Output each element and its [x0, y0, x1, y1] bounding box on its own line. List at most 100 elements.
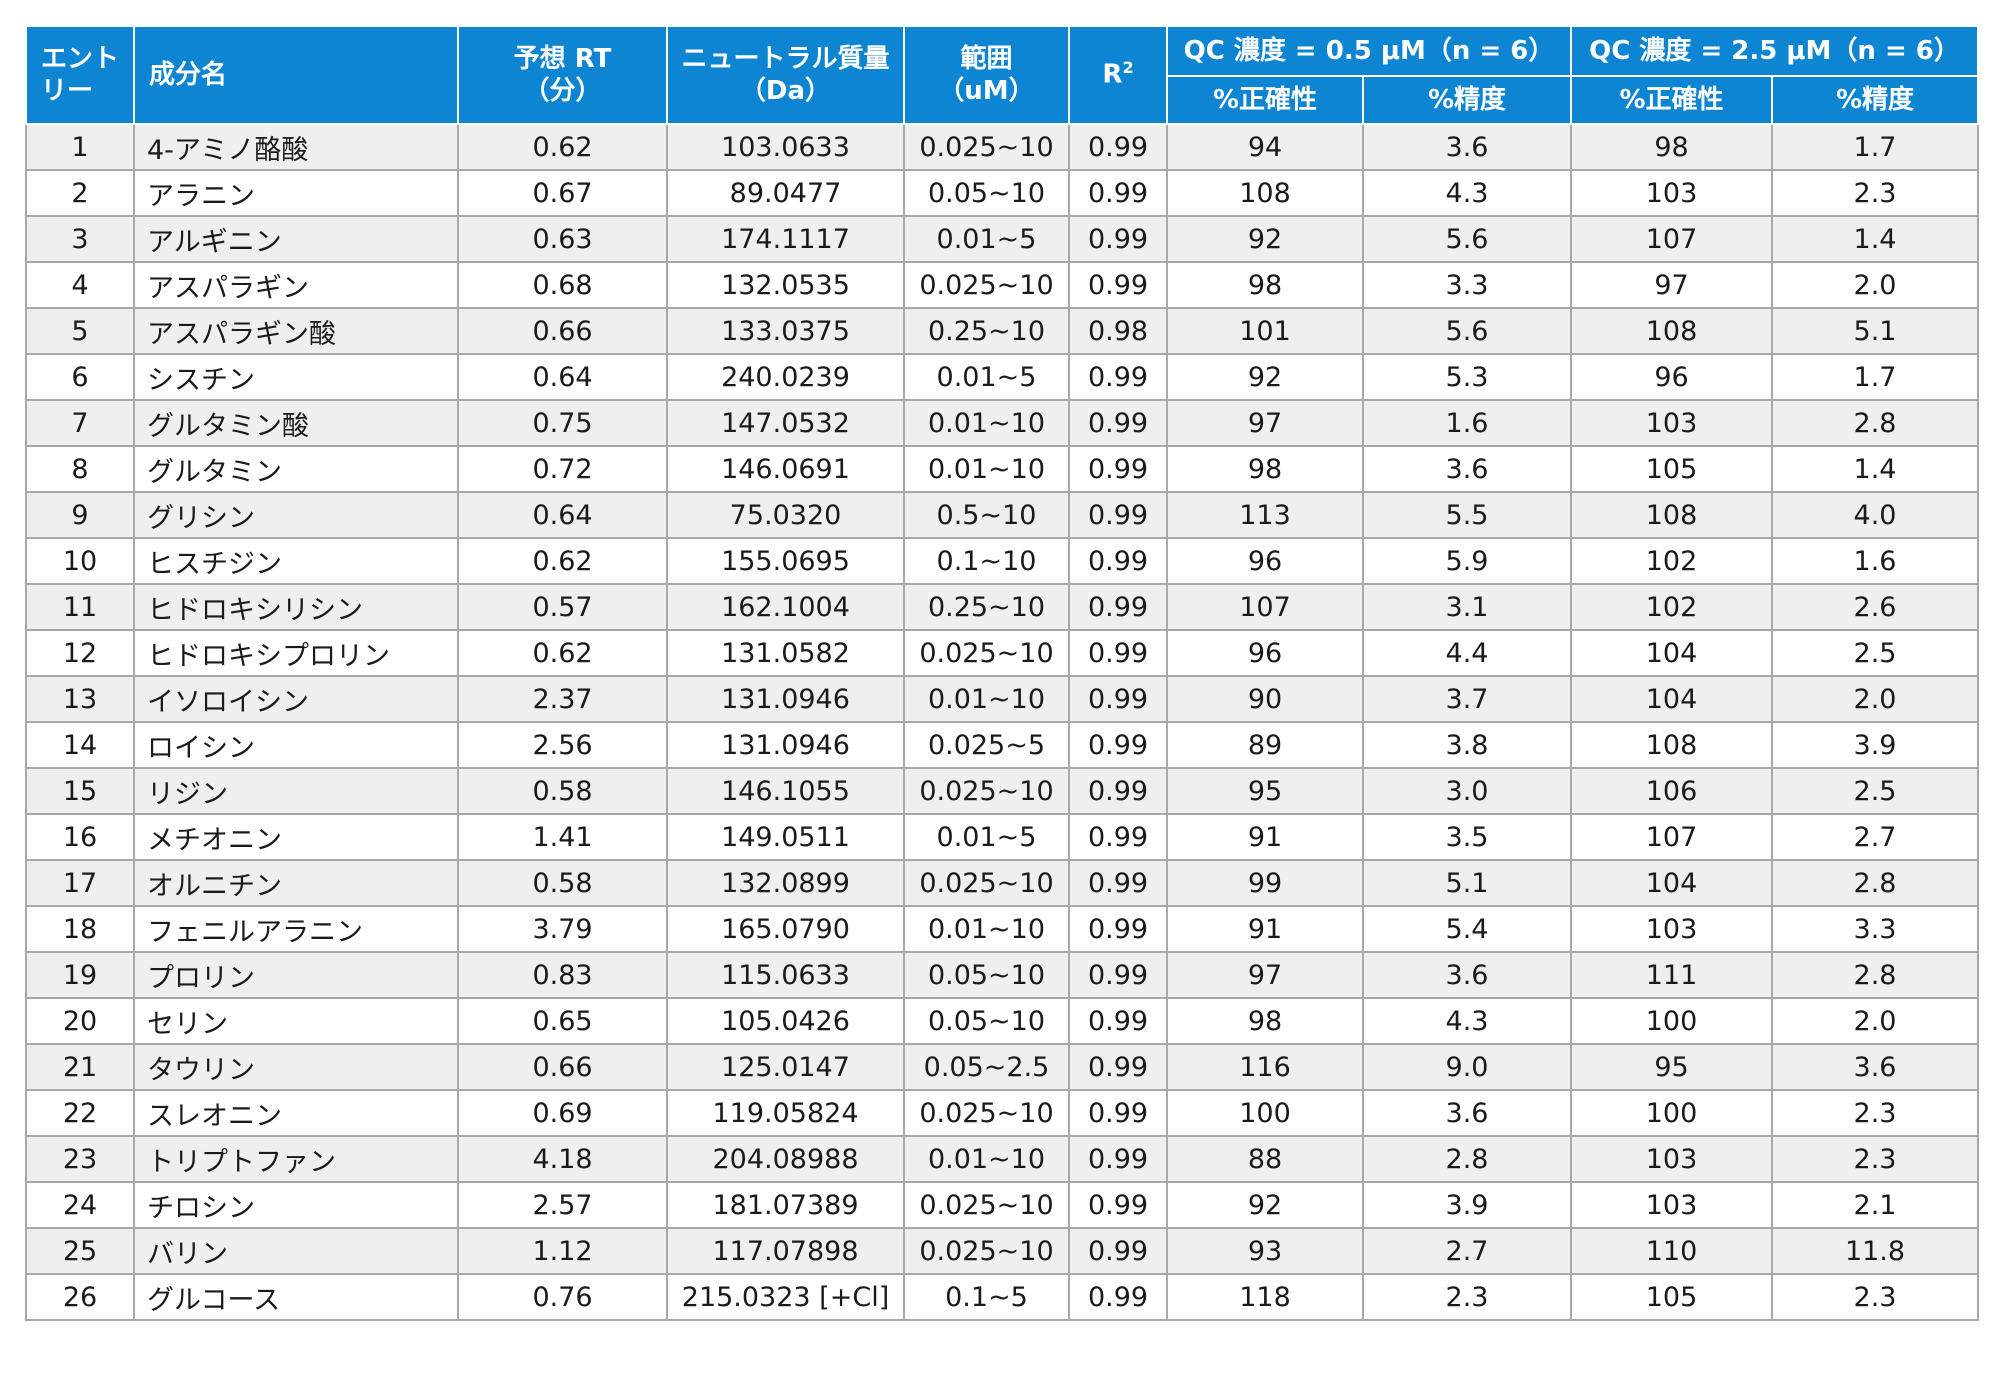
cell-range: 0.01~5 — [903, 813, 1070, 861]
cell-precision-qc1: 3.6 — [1361, 1089, 1573, 1137]
table-row: 23 トリプトファン 4.18 204.08988 0.01~10 0.99 88 2.8 10… — [25, 1135, 1980, 1183]
cell-accuracy-qc1: 100 — [1166, 1089, 1364, 1137]
cell-expected-rt: 0.62 — [457, 123, 668, 171]
cell-component-name: アルギニン — [133, 215, 459, 263]
cell-entry: 9 — [25, 491, 135, 539]
cell-expected-rt: 3.79 — [457, 905, 668, 953]
cell-neutral-mass: 132.0535 — [666, 261, 905, 309]
cell-range: 0.1~5 — [903, 1273, 1070, 1321]
cell-expected-rt: 0.64 — [457, 491, 668, 539]
table-row: 21 タウリン 0.66 125.0147 0.05~2.5 0.99 116 9.0 95 3.… — [25, 1043, 1980, 1091]
cell-range: 0.01~10 — [903, 905, 1070, 953]
cell-entry: 2 — [25, 169, 135, 217]
cell-neutral-mass: 181.07389 — [666, 1181, 905, 1229]
cell-expected-rt: 2.57 — [457, 1181, 668, 1229]
table-row: 13 イソロイシン 2.37 131.0946 0.01~10 0.99 90 3.7 104 2… — [25, 675, 1980, 723]
cell-r2: 0.99 — [1068, 1135, 1168, 1183]
cell-neutral-mass: 162.1004 — [666, 583, 905, 631]
cell-expected-rt: 0.62 — [457, 537, 668, 585]
cell-expected-rt: 0.72 — [457, 445, 668, 493]
cell-precision-qc2: 2.8 — [1771, 859, 1980, 907]
cell-neutral-mass: 131.0582 — [666, 629, 905, 677]
cell-neutral-mass: 115.0633 — [666, 951, 905, 999]
cell-r2: 0.99 — [1068, 1089, 1168, 1137]
cell-entry: 13 — [25, 675, 135, 723]
cell-expected-rt: 4.18 — [457, 1135, 668, 1183]
cell-expected-rt: 1.12 — [457, 1227, 668, 1275]
cell-accuracy-qc2: 104 — [1570, 859, 1774, 907]
table-row: 12 ヒドロキシプロリン 0.62 131.0582 0.025~10 0.99 96 4.4… — [25, 629, 1980, 677]
cell-component-name: スレオニン — [133, 1089, 459, 1137]
cell-precision-qc1: 3.9 — [1361, 1181, 1573, 1229]
cell-component-name: バリン — [133, 1227, 459, 1275]
cell-neutral-mass: 149.0511 — [666, 813, 905, 861]
cell-accuracy-qc1: 91 — [1166, 905, 1364, 953]
table-row: 22 スレオニン 0.69 119.05824 0.025~10 0.99 100 3.6 10… — [25, 1089, 1980, 1137]
cell-accuracy-qc1: 101 — [1166, 307, 1364, 355]
cell-accuracy-qc2: 97 — [1570, 261, 1774, 309]
cell-accuracy-qc2: 108 — [1570, 307, 1774, 355]
cell-range: 0.025~10 — [903, 1227, 1070, 1275]
cell-neutral-mass: 240.0239 — [666, 353, 905, 401]
cell-r2: 0.99 — [1068, 399, 1168, 447]
cell-neutral-mass: 132.0899 — [666, 859, 905, 907]
cell-accuracy-qc1: 94 — [1166, 123, 1364, 171]
cell-precision-qc2: 1.4 — [1771, 215, 1980, 263]
cell-expected-rt: 0.68 — [457, 261, 668, 309]
header-qc-2-5: QC 濃度 = 2.5 μM（n = 6） — [1570, 25, 1980, 77]
cell-entry: 16 — [25, 813, 135, 861]
cell-component-name: タウリン — [133, 1043, 459, 1091]
cell-r2: 0.99 — [1068, 583, 1168, 631]
table-row: 3 アルギニン 0.63 174.1117 0.01~5 0.99 92 5.6 107 1.4 — [25, 215, 1980, 263]
cell-r2: 0.99 — [1068, 215, 1168, 263]
cell-accuracy-qc2: 100 — [1570, 1089, 1774, 1137]
cell-accuracy-qc1: 88 — [1166, 1135, 1364, 1183]
cell-expected-rt: 0.64 — [457, 353, 668, 401]
header-mass: ニュートラル質量 （Da） — [666, 25, 905, 125]
cell-expected-rt: 0.75 — [457, 399, 668, 447]
cell-component-name: アラニン — [133, 169, 459, 217]
cell-precision-qc2: 1.6 — [1771, 537, 1980, 585]
cell-r2: 0.99 — [1068, 629, 1168, 677]
cell-accuracy-qc1: 98 — [1166, 261, 1364, 309]
cell-accuracy-qc1: 92 — [1166, 353, 1364, 401]
header-row-2: %正確性 %精度 %正確性 %精度 — [26, 75, 1980, 125]
header-rt: 予想 RT （分） — [457, 25, 668, 125]
header-precision-qc1: %精度 — [1361, 75, 1573, 125]
cell-entry: 6 — [25, 353, 135, 401]
cell-expected-rt: 0.65 — [457, 997, 668, 1045]
cell-neutral-mass: 75.0320 — [666, 491, 905, 539]
header-row-1: エント リー 成分名 予想 RT （分） ニュートラル質量 （Da） 範囲 （u… — [25, 25, 1980, 125]
cell-component-name: トリプトファン — [133, 1135, 459, 1183]
cell-accuracy-qc2: 102 — [1570, 537, 1774, 585]
cell-precision-qc1: 5.6 — [1361, 307, 1573, 355]
cell-component-name: リジン — [133, 767, 459, 815]
cell-accuracy-qc1: 98 — [1166, 997, 1364, 1045]
cell-range: 0.05~10 — [903, 997, 1070, 1045]
cell-accuracy-qc1: 89 — [1166, 721, 1364, 769]
cell-precision-qc1: 1.6 — [1361, 399, 1573, 447]
cell-r2: 0.99 — [1068, 859, 1168, 907]
cell-component-name: チロシン — [133, 1181, 459, 1229]
cell-accuracy-qc2: 98 — [1570, 123, 1774, 171]
cell-accuracy-qc2: 103 — [1570, 905, 1774, 953]
cell-range: 0.025~10 — [903, 1181, 1070, 1229]
cell-neutral-mass: 147.0532 — [666, 399, 905, 447]
cell-accuracy-qc2: 104 — [1570, 629, 1774, 677]
cell-range: 0.5~10 — [903, 491, 1070, 539]
cell-entry: 1 — [25, 123, 135, 171]
cell-neutral-mass: 215.0323 [+Cl] — [666, 1273, 905, 1321]
cell-accuracy-qc1: 97 — [1166, 951, 1364, 999]
cell-neutral-mass: 103.0633 — [666, 123, 905, 171]
cell-entry: 22 — [25, 1089, 135, 1137]
table-row: 8 グルタミン 0.72 146.0691 0.01~10 0.99 98 3.6 105 1.4 — [25, 445, 1980, 493]
cell-accuracy-qc2: 95 — [1570, 1043, 1774, 1091]
cell-precision-qc1: 4.4 — [1361, 629, 1573, 677]
cell-precision-qc1: 5.6 — [1361, 215, 1573, 263]
cell-expected-rt: 0.66 — [457, 1043, 668, 1091]
cell-entry: 4 — [25, 261, 135, 309]
cell-entry: 5 — [25, 307, 135, 355]
cell-range: 0.25~10 — [903, 583, 1070, 631]
cell-range: 0.025~10 — [903, 1089, 1070, 1137]
cell-r2: 0.99 — [1068, 951, 1168, 999]
